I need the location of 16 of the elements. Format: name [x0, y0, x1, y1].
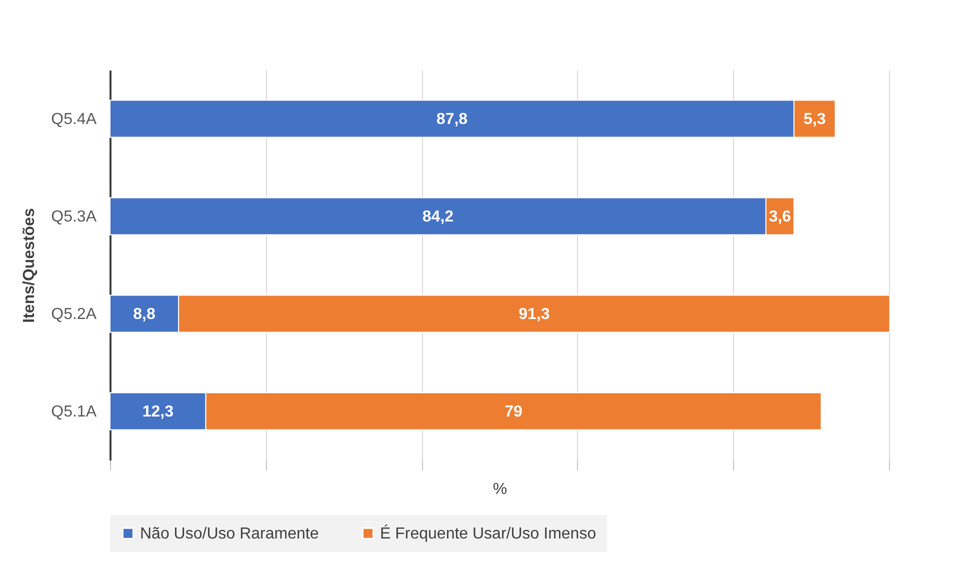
x-axis-title: % — [492, 481, 508, 498]
data-label: 12,3 — [142, 403, 174, 420]
y-tick-label: Q5.1A — [51, 403, 97, 420]
y-axis-title: Itens/Questões — [21, 208, 38, 323]
data-label: 3,6 — [768, 208, 792, 226]
data-label: 91,3 — [518, 306, 550, 323]
data-label: 84,2 — [422, 208, 454, 226]
y-tick-label: Q5.4A — [51, 110, 97, 128]
y-tick-label: Q5.3A — [51, 208, 97, 226]
data-label: 87,8 — [436, 110, 468, 128]
y-tick-label: Q5.2A — [51, 306, 97, 323]
data-label: 8,8 — [133, 306, 156, 323]
legend-label: Não Uso/Uso Raramente — [140, 525, 319, 542]
data-label: 5,3 — [803, 110, 826, 128]
data-label: 79 — [504, 403, 523, 420]
legend-label: É Frequente Usar/Uso Imenso — [380, 524, 596, 542]
